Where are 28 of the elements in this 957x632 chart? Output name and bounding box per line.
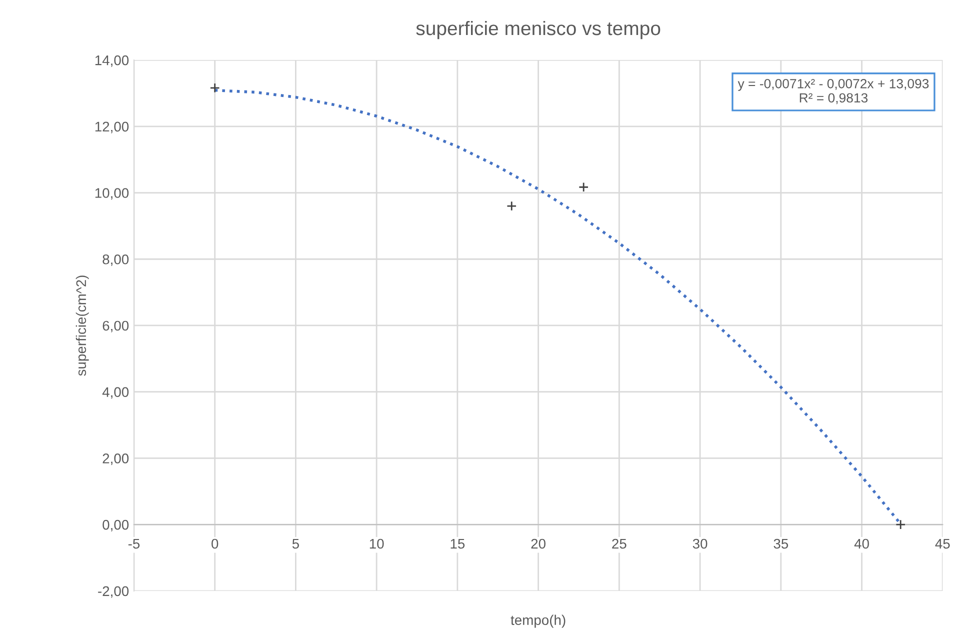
y-tick-label: -2,00 [98,586,129,598]
x-tick-label: 20 [531,538,546,549]
x-tick-label: 10 [370,538,384,549]
x-tick-label: -5 [128,538,140,549]
y-tick-label: 12,00 [95,122,129,134]
point [578,182,589,192]
x-axis-title: tempo(h) [510,614,566,628]
y-tick-label: 10,00 [95,188,129,200]
y-tick-label: 2,00 [102,454,129,466]
x-tick-label: 30 [692,538,708,549]
x-tick-label: 25 [612,538,626,549]
point [896,519,906,530]
annotation: y = -0,0071x² - 0,0072x + 13,093 R² = 0,9813 [738,78,929,104]
x-tick-label: 15 [450,538,465,549]
x-tick-label: 35 [774,538,788,549]
point [506,200,517,212]
y-tick-label: 6,00 [102,320,129,332]
y-tick-label: 8,00 [102,254,129,266]
x-tick-label: 45 [935,538,950,549]
y-axis-title: superficie(cm^2) [76,276,89,376]
y-tick-label: 4,00 [102,387,129,399]
point [210,82,220,93]
x-tick-label: 40 [854,538,869,549]
x-tick-label: 0 [212,538,218,549]
y-tick-label: 14,00 [95,55,129,67]
x-tick-label: 5 [292,538,299,549]
y-tick-label: 0,00 [102,520,129,532]
chart-title: superficie menisco vs tempo [416,20,660,40]
